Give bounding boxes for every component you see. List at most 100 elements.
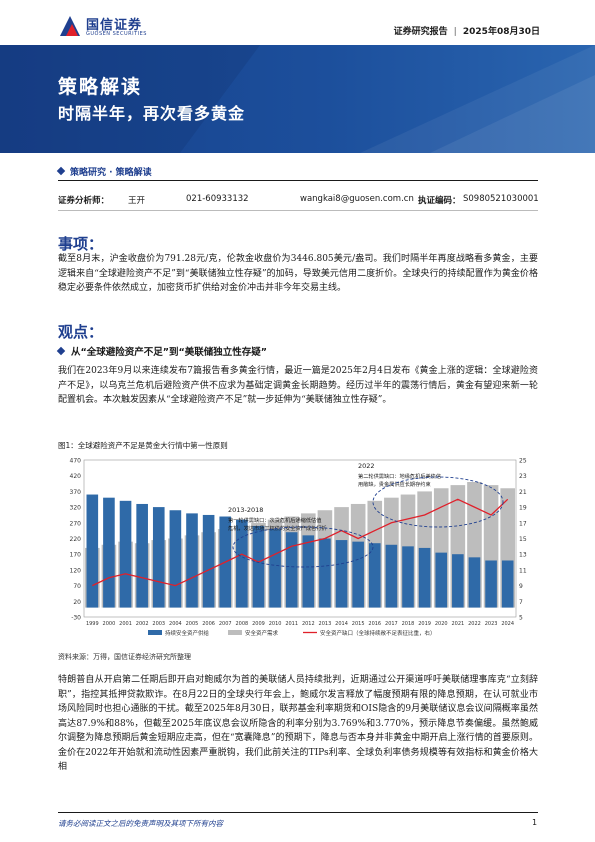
supply-bar [86, 494, 99, 608]
supply-bar [402, 546, 414, 608]
annotation-text: 用敞缺，贵金属供应长期存约束 [358, 480, 431, 488]
diamond-icon [56, 166, 66, 176]
x-tick-label: 2021 [451, 621, 464, 627]
supply-bar [186, 513, 198, 608]
supply-bar [368, 543, 381, 608]
right-tick-label: 23 [519, 473, 527, 480]
right-tick-label: 9 [519, 583, 523, 590]
x-tick-label: 2020 [435, 621, 448, 627]
x-tick-label: 2019 [418, 621, 431, 627]
figure-caption: 图1：全球避险资产不足是黄金大行情中第一性原则 [58, 441, 228, 450]
annotation-label: 2013-2018 [228, 506, 263, 514]
x-tick-label: 2023 [485, 621, 498, 627]
report-subtitle: 时隔半年，再次看多黄金 [58, 104, 246, 123]
left-tick-label: 20 [73, 599, 81, 606]
x-tick-label: 2011 [285, 621, 298, 627]
footer-divider [58, 812, 538, 813]
left-tick-label: 70 [73, 583, 81, 590]
supply-bar [418, 547, 431, 608]
report-type: 证券研究报告 [393, 27, 448, 37]
annotation-text: 第一轮供需缺口：次贷危机后通缩低估值 [228, 516, 321, 524]
page-number: 1 [532, 818, 538, 827]
report-date: 2025年08月30日 [462, 27, 540, 37]
x-tick-label: 2016 [368, 621, 381, 627]
left-tick-label: 270 [70, 520, 82, 527]
supply-bar [269, 529, 281, 608]
body-paragraph: 特朗普自从开启第二任期后即开启对鲍威尔为首的美联储人员持续批判，近期通过公开渠道… [58, 675, 538, 772]
annotation-label: 2022 [358, 462, 375, 470]
divider [58, 210, 538, 211]
left-tick-label: 420 [70, 473, 82, 480]
gap-line [92, 498, 509, 587]
legend-label: 安全资产缺口（全球持续敞不足表征比重，右） [320, 629, 436, 637]
supply-bar [202, 514, 215, 608]
x-tick-label: 2014 [335, 621, 348, 627]
logo-chinese: 国信证券 [86, 18, 143, 33]
point-title: 从“全球避险资产不足”到“美联储独立性存疑” [56, 344, 267, 358]
right-tick-label: 7 [519, 599, 523, 606]
left-tick-label: 220 [70, 536, 82, 543]
diamond-icon [56, 346, 66, 356]
x-tick-label: 2006 [202, 621, 215, 627]
supply-bar [169, 510, 182, 608]
right-tick-label: 25 [519, 458, 527, 465]
title-banner [0, 45, 595, 153]
supply-bar [435, 552, 448, 608]
category-text: 策略研究 · 策略解读 [70, 168, 152, 178]
left-tick-label: 170 [70, 552, 82, 559]
header-separator: | [453, 27, 457, 37]
analyst-label: 证券分析师： [58, 196, 110, 206]
right-tick-label: 5 [519, 615, 523, 622]
events-body: 截至8月末，沪金收盘价为791.28元/克，伦敦金收盘价为3446.805美元/… [58, 254, 538, 293]
left-tick-label: 320 [70, 505, 82, 512]
right-tick-label: 13 [519, 552, 527, 559]
supply-bar [335, 540, 348, 608]
analyst-email: wangkai8@guosen.com.cn [300, 194, 414, 204]
supply-bar [452, 554, 464, 608]
x-tick-label: 2001 [119, 621, 132, 627]
banner-decoration [0, 45, 595, 153]
x-tick-label: 1999 [86, 621, 99, 627]
supply-bar [501, 560, 514, 608]
point-body: 我们在2023年9月以来连续发布7篇报告看多黄金行情，最近一篇是2025年2月4… [58, 366, 538, 405]
x-tick-label: 2012 [302, 621, 315, 627]
supply-bar [285, 532, 298, 608]
x-tick-label: 2010 [269, 621, 282, 627]
x-tick-label: 2003 [152, 621, 165, 627]
x-tick-label: 2008 [235, 621, 248, 627]
legend-label: 持续安全资产供给 [165, 629, 210, 637]
left-tick-label: 370 [70, 489, 82, 496]
annotation-text: 第二轮供需缺口：地缘危机后美债信 [358, 472, 441, 480]
analyst-phone: 021-60933132 [186, 194, 249, 204]
supply-bar [136, 503, 148, 608]
license-number: S0980521030001 [463, 194, 539, 204]
supply-bar [152, 507, 165, 608]
x-tick-label: 2005 [186, 621, 199, 627]
x-tick-label: 2013 [319, 621, 332, 627]
supply-bar [119, 500, 132, 608]
supply-bar [236, 519, 248, 608]
supply-bar [103, 497, 115, 608]
legend-label: 安全资产需求 [245, 629, 279, 637]
supply-bar [485, 560, 497, 608]
right-tick-label: 19 [519, 505, 527, 512]
x-tick-label: 2024 [501, 621, 514, 627]
supply-bar [352, 541, 364, 608]
report-category: 策略研究 · 策略解读 [56, 165, 152, 178]
x-tick-label: 2004 [169, 621, 182, 627]
license-label: 执证编码： [418, 196, 461, 206]
x-tick-label: 2022 [468, 621, 481, 627]
chart: 470 420 370 320 270 220 170 120 70 20 -30 25 23 21 19 1… [70, 458, 527, 638]
views-heading: 观点： [58, 323, 104, 341]
x-tick-label: 2002 [136, 621, 149, 627]
legend-swatch [148, 630, 162, 635]
analyst-name: 王开 [128, 196, 146, 206]
right-tick-label: 11 [519, 567, 527, 574]
events-heading: 事项： [58, 235, 104, 253]
supply-bar [302, 535, 315, 608]
annotation-ellipse [232, 526, 374, 568]
supply-bar [468, 557, 481, 608]
x-tick-label: 2007 [219, 621, 232, 627]
footer-disclaimer: 请务必阅读正文之后的免责声明及其项下所有内容 [58, 819, 223, 828]
divider [58, 180, 538, 181]
